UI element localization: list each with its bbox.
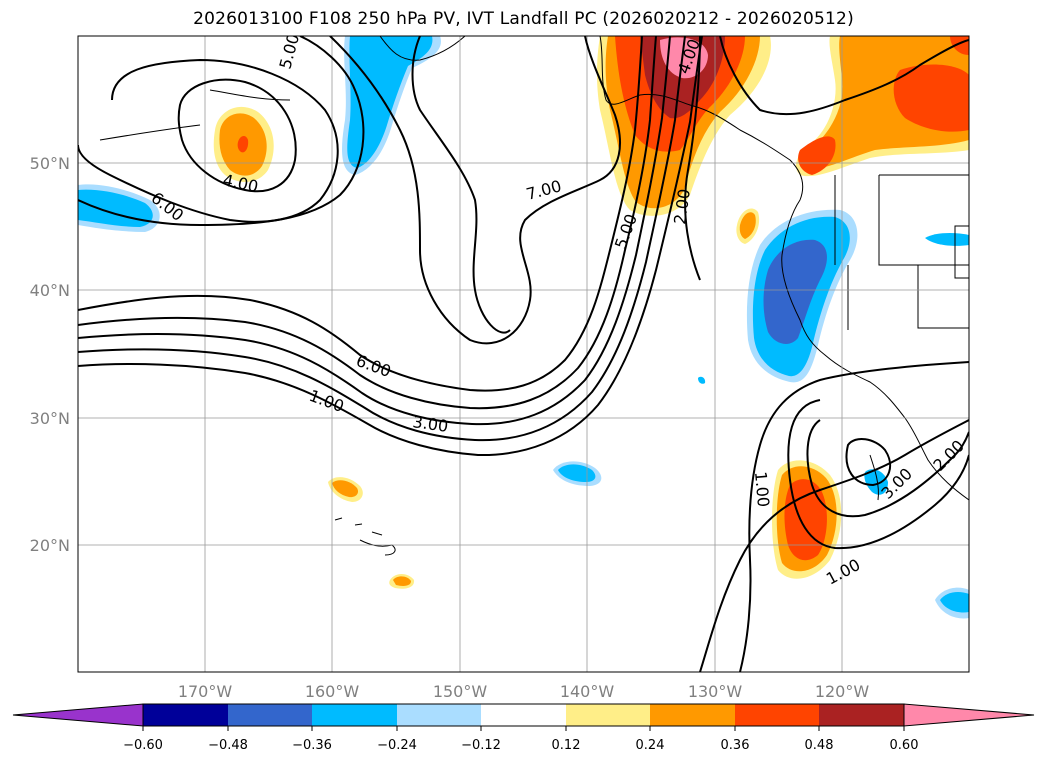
colorbar-segment: [819, 704, 904, 726]
colorbar-segment: [397, 704, 481, 726]
lon-label-140w: 140°W: [560, 682, 615, 701]
colorbar-tick-label: −0.48: [208, 738, 248, 753]
colorbar: −0.60 −0.48 −0.36 −0.24 −0.12 0.12 0.24 …: [12, 703, 1035, 753]
map-title: 2026013100 F108 250 hPa PV, IVT Landfall…: [193, 9, 854, 29]
colorbar-tick-label: −0.12: [461, 738, 501, 753]
lat-label-50n: 50°N: [30, 154, 70, 173]
lon-label-160w: 160°W: [305, 682, 360, 701]
map-plot-area: 6.00 4.00 5.00 7.00 5.00 2.00 6.00 1.00 …: [78, 36, 969, 672]
colorbar-tick-label: 0.24: [636, 738, 665, 753]
colorbar-min-extend: [12, 703, 144, 727]
colorbar-tick-label: 0.60: [890, 738, 919, 753]
colorbar-tick-label: 0.36: [721, 738, 750, 753]
map-frame: [77, 35, 970, 673]
lon-label-170w: 170°W: [178, 682, 233, 701]
colorbar-segment: [566, 704, 650, 726]
colorbar-tick-label: −0.24: [377, 738, 417, 753]
colorbar-ticks: [142, 726, 905, 731]
colorbar-segment: [735, 704, 819, 726]
colorbar-segment: [143, 704, 228, 726]
negative-anomaly-shading: [78, 36, 969, 619]
lon-label-120w: 120°W: [815, 682, 870, 701]
longitude-labels: 170°W 160°W 150°W 140°W 130°W 120°W: [178, 682, 870, 701]
lon-label-150w: 150°W: [433, 682, 488, 701]
contour-label: 2.00: [670, 188, 694, 226]
latitude-labels: 50°N 40°N 30°N 20°N: [30, 154, 70, 555]
colorbar-tick-label: 0.12: [552, 738, 581, 753]
lat-label-30n: 30°N: [30, 409, 70, 428]
lon-label-130w: 130°W: [688, 682, 743, 701]
colorbar-tick-label: −0.60: [123, 738, 163, 753]
colorbar-segment: [228, 704, 312, 726]
colorbar-tick-label: −0.36: [292, 738, 332, 753]
colorbar-tick-label: 0.48: [805, 738, 834, 753]
pv-contours: [78, 36, 969, 672]
lat-label-40n: 40°N: [30, 281, 70, 300]
colorbar-segment: [312, 704, 397, 726]
colorbar-segment: [481, 704, 566, 726]
colorbar-frame: [142, 703, 905, 727]
contour-label: 3.00: [411, 412, 449, 436]
colorbar-segment: [650, 704, 735, 726]
colorbar-max-extend: [903, 703, 1035, 727]
contour-label: 1.00: [751, 471, 773, 508]
lat-label-20n: 20°N: [30, 536, 70, 555]
